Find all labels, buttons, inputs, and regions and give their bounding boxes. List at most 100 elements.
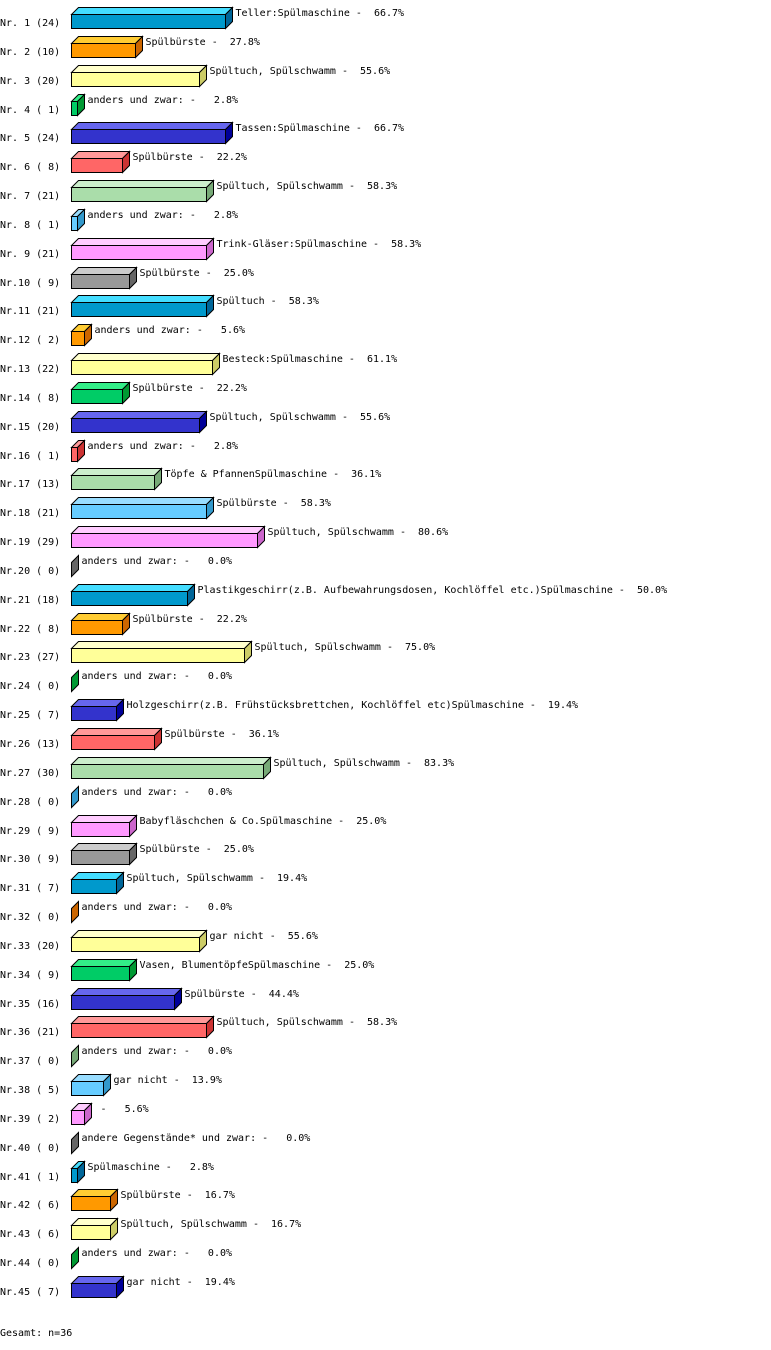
bar-front [71,418,200,433]
bar-side [129,842,137,866]
bar-front [71,302,207,317]
value-label: Spülbürste - 16.7% [121,1190,235,1201]
category-label: Nr.30 ( 9) [0,854,60,865]
bar-side [199,929,207,953]
value-label: andere Gegenstände* und zwar: - 0.0% [82,1133,311,1144]
bar-side [135,35,143,59]
category-label: Nr. 9 (21) [0,249,60,260]
bar-side [154,727,162,751]
category-label: Nr.27 (30) [0,768,60,779]
bar-front [71,620,123,635]
category-label: Nr.44 ( 0) [0,1258,60,1269]
category-label: Nr. 6 ( 8) [0,162,60,173]
bar-side [263,756,271,780]
category-label: Nr.20 ( 0) [0,566,60,577]
value-label: anders und zwar: - 2.8% [88,441,239,452]
bar-side [77,208,85,232]
bar-front [71,995,175,1010]
bar-side [206,1015,214,1039]
bar-front [71,14,226,29]
bar-front [71,101,78,116]
bar-top [70,930,208,938]
bar-front [71,822,130,837]
bar-side [77,1160,85,1184]
bar-side [84,1102,92,1126]
category-label: Nr.23 (27) [0,652,60,663]
bar-front [71,1168,78,1183]
value-label: anders und zwar: - 2.8% [88,95,239,106]
bar-side [84,323,92,347]
bar-front [71,274,130,289]
bar-side [212,352,220,376]
value-label: Plastikgeschirr(z.B. Aufbewahrungsdosen,… [198,585,668,596]
category-label: Nr. 7 (21) [0,191,60,202]
bar-top [70,151,131,159]
bar-front [71,216,78,231]
value-label: Tassen:Spülmaschine - 66.7% [236,123,405,134]
category-label: Nr.36 (21) [0,1027,60,1038]
bar-front [71,764,264,779]
category-label: Nr. 4 ( 1) [0,105,60,116]
bar-front [71,331,85,346]
bar-side [206,294,214,318]
category-label: Nr.13 (22) [0,364,60,375]
bar-front [71,648,245,663]
value-label: Spülbürste - 58.3% [217,498,331,509]
bar-front [71,447,78,462]
value-label: gar nicht - 13.9% [114,1075,222,1086]
bar-front [71,187,207,202]
bar-top [70,238,215,246]
bar-top [70,1189,119,1197]
bar-top [70,641,253,649]
value-label: Besteck:Spülmaschine - 61.1% [223,354,398,365]
value-label: Spülbürste - 22.2% [133,383,247,394]
value-label: Spülbürste - 22.2% [133,614,247,625]
category-label: Nr.18 (21) [0,508,60,519]
bar-side [116,871,124,895]
value-label: anders und zwar: - 0.0% [82,787,233,798]
bar-top [70,36,144,44]
bar-side [116,1275,124,1299]
value-label: Spülbürste - 22.2% [133,152,247,163]
bar-front [71,129,226,144]
value-label: Spülbürste - 36.1% [165,729,279,740]
bar-side [257,525,265,549]
bar-front [71,966,130,981]
value-label: Spültuch, Spülschwamm - 75.0% [255,642,436,653]
value-label: anders und zwar: - 2.8% [88,210,239,221]
category-label: Nr.24 ( 0) [0,681,60,692]
category-label: Nr.16 ( 1) [0,451,60,462]
bar-top [70,843,138,851]
category-label: Nr. 3 (20) [0,76,60,87]
category-label: Nr.22 ( 8) [0,624,60,635]
bar-side [77,439,85,463]
bar-front [71,850,130,865]
value-label: anders und zwar: - 0.0% [82,556,233,567]
value-label: anders und zwar: - 5.6% [95,325,246,336]
bar-side [122,612,130,636]
bar-side [110,1188,118,1212]
bar-side [206,237,214,261]
category-label: Nr.32 ( 0) [0,912,60,923]
category-label: Nr.25 ( 7) [0,710,60,721]
category-label: Nr.10 ( 9) [0,278,60,289]
category-label: Nr.35 (16) [0,999,60,1010]
value-label: Spülbürste - 44.4% [185,989,299,1000]
bar-top [70,1016,215,1024]
bar-side [154,467,162,491]
category-label: Nr.11 (21) [0,306,60,317]
value-label: anders und zwar: - 0.0% [82,1248,233,1259]
value-label: Spültuch, Spülschwamm - 16.7% [121,1219,302,1230]
bar-top [70,815,138,823]
bar-side [174,987,182,1011]
bar-side [77,93,85,117]
value-label: Spülbürste - 27.8% [146,37,260,48]
value-label: Spültuch, Spülschwamm - 55.6% [210,412,391,423]
category-label: Nr.29 ( 9) [0,826,60,837]
bar-side [122,381,130,405]
bar-front [71,72,200,87]
bar-top [70,382,131,390]
bar-side [187,583,195,607]
category-label: Nr.34 ( 9) [0,970,60,981]
value-label: Spülmaschine - 2.8% [88,1162,214,1173]
